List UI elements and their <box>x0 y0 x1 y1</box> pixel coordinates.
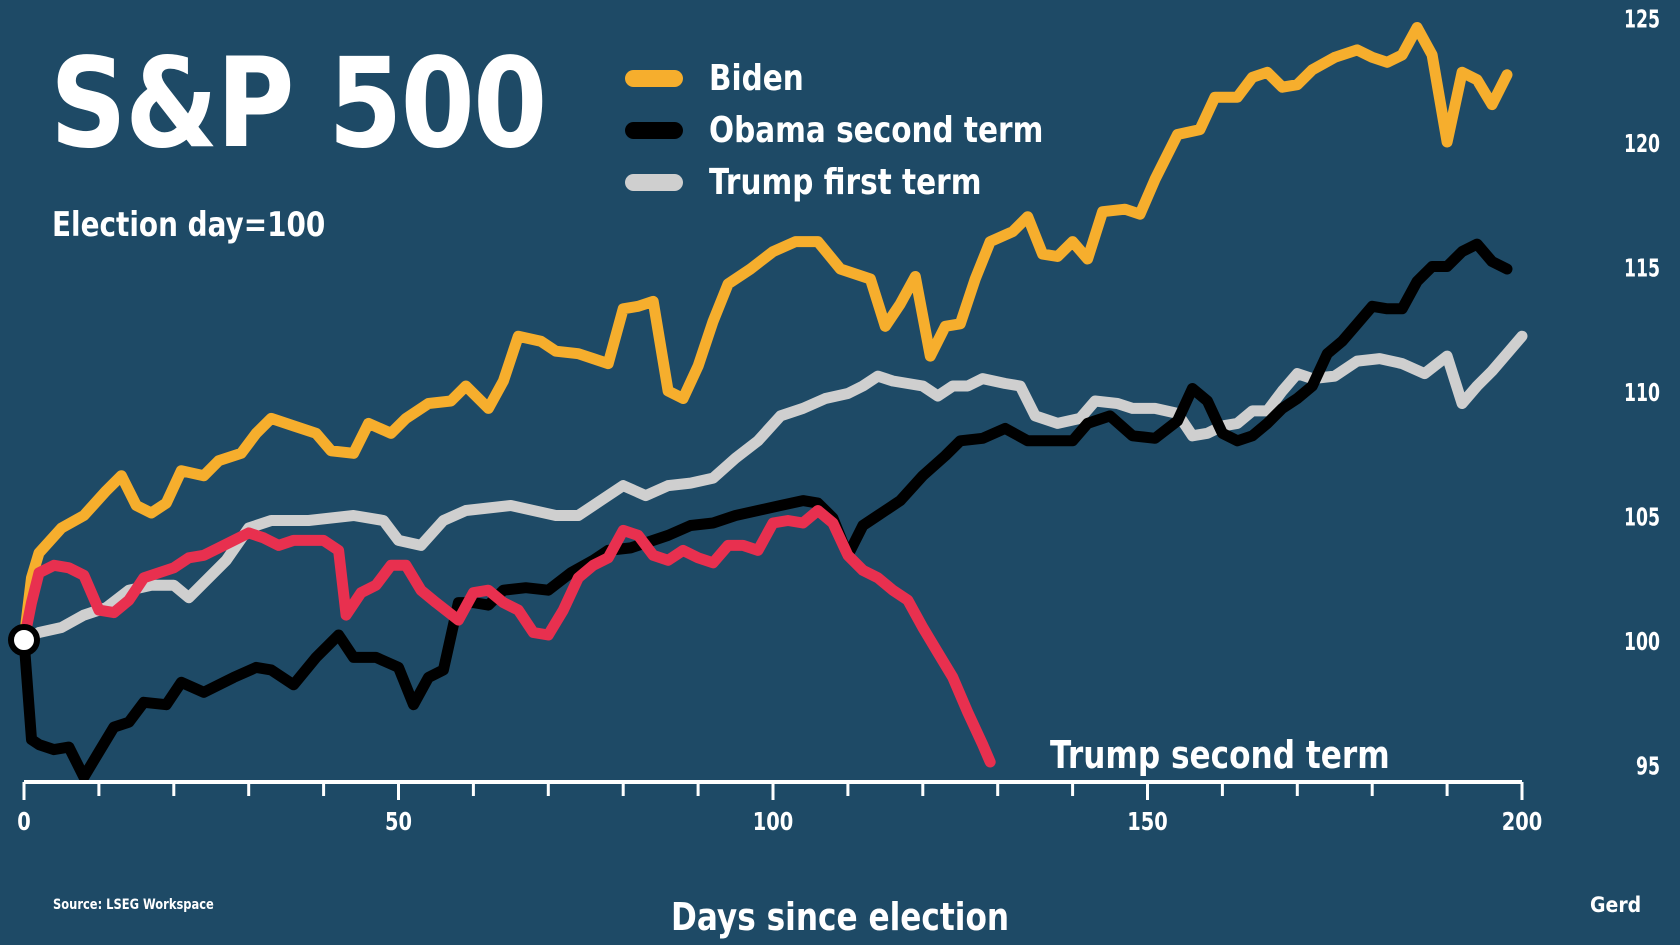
legend: Biden Obama second term Trump first term <box>625 52 1117 208</box>
y-tick-label-95: 95 <box>1636 752 1660 781</box>
legend-item-trump-first-term: Trump first term <box>625 156 1117 208</box>
x-tick-label-0: 0 <box>17 807 31 836</box>
y-tick-label-120: 120 <box>1624 129 1660 158</box>
legend-item-biden: Biden <box>625 52 1117 104</box>
legend-item-obama-second-term: Obama second term <box>625 104 1117 156</box>
chart-subtitle: Election day=100 <box>52 205 326 245</box>
annotation-trump-second-term: Trump second term <box>1050 733 1390 777</box>
legend-label-trump-first-term: Trump first term <box>709 161 982 203</box>
x-tick-label-150: 150 <box>1127 807 1168 836</box>
legend-swatch-biden <box>625 69 683 87</box>
y-tick-label-125: 125 <box>1624 5 1660 34</box>
series-line-trump-first-term <box>18 330 1528 646</box>
legend-swatch-obama-second-term <box>625 121 683 139</box>
legend-label-obama-second-term: Obama second term <box>709 109 1044 151</box>
publisher-logo: Gerd <box>1590 893 1642 917</box>
y-tick-label-100: 100 <box>1624 627 1660 656</box>
y-tick-label-115: 115 <box>1624 254 1660 283</box>
x-tick-label-200: 200 <box>1502 807 1543 836</box>
series-line-obama-second-term <box>18 238 1513 783</box>
y-tick-label-110: 110 <box>1624 378 1660 407</box>
x-tick-label-50: 50 <box>385 807 412 836</box>
x-tick-label-100: 100 <box>753 807 794 836</box>
start-marker <box>8 624 40 656</box>
x-axis-label: Days since election <box>670 895 1010 939</box>
series-line-biden <box>18 22 1513 646</box>
chart-title: S&P 500 <box>50 32 547 176</box>
legend-label-biden: Biden <box>709 57 804 99</box>
y-tick-label-105: 105 <box>1624 503 1660 532</box>
source-note: Source: LSEG Workspace <box>53 897 214 913</box>
series-line-trump-second-term <box>18 505 996 768</box>
legend-swatch-trump-first-term <box>625 173 683 191</box>
